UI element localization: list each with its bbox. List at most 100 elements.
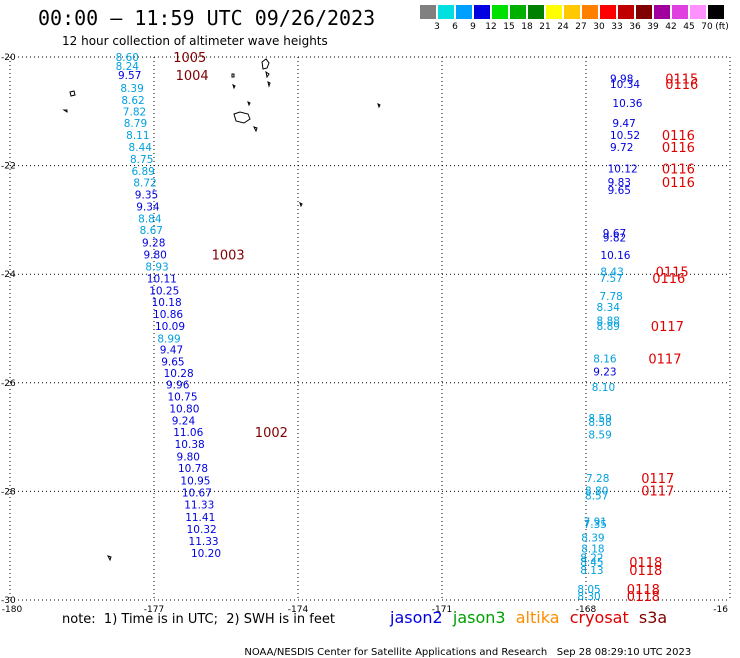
wave-height-label: 10.25 [149, 285, 179, 297]
wave-height-label: 9.67 [603, 228, 626, 240]
scale-label: 30 [593, 22, 605, 32]
lon-tick-label: -180 [2, 605, 23, 615]
time-label: 0116 [662, 129, 695, 144]
scale-label: 36 [629, 22, 641, 32]
scale-label: 9 [470, 22, 476, 32]
wave-height-label: 10.20 [191, 548, 221, 560]
wave-height-label: 8.67 [140, 225, 163, 237]
wave-height-label: 8.10 [592, 382, 615, 394]
wave-height-label: 10.52 [610, 130, 640, 142]
time-labels: 1005100410031002011501160116011601160116… [173, 51, 698, 605]
wave-height-label: 8.34 [597, 302, 621, 314]
scale-label: 70 [701, 22, 713, 32]
wave-height-label: 10.11 [147, 274, 177, 286]
scale-label: 6 [452, 22, 458, 32]
wave-height-label: 10.18 [152, 297, 182, 309]
wave-height-label: 7.28 [586, 473, 609, 485]
time-label: 1002 [255, 426, 288, 441]
lat-tick-label: -24 [1, 270, 16, 280]
wave-height-label: 9.35 [135, 189, 158, 201]
wave-height-label: 9.34 [136, 201, 160, 213]
satellite-s3a: s3a [638, 608, 668, 627]
wave-height-label: 8.39 [581, 533, 604, 545]
time-label: 0115 [665, 73, 698, 88]
wave-height-label: 9.28 [142, 238, 165, 250]
scale-swatch [582, 5, 598, 19]
wave-height-label: 8.88 [597, 315, 620, 327]
scale-label: 3 [434, 22, 440, 32]
scale-swatch [492, 5, 508, 19]
map-note: note: 1) Time is in UTC; 2) SWH is in fe… [62, 612, 335, 627]
wave-height-values: 8.608.249.578.398.627.828.798.118.448.75… [116, 52, 643, 603]
time-label: 0116 [662, 176, 695, 191]
scale-label: 18 [521, 22, 533, 32]
wave-height-label: 8.44 [129, 142, 153, 154]
wave-height-label: 8.45 [580, 557, 603, 569]
time-label: 0118 [629, 564, 662, 579]
wave-height-label: 11.33 [189, 536, 219, 548]
scale-swatch [456, 5, 472, 19]
wave-height-label: 7.78 [599, 291, 622, 303]
agency-credit: NOAA/NESDIS Center for Satellite Applica… [244, 647, 548, 658]
wave-height-label: 8.18 [581, 543, 604, 555]
wave-height-label: 8.13 [580, 565, 603, 577]
lon-tick-label: -174 [288, 605, 309, 615]
wave-height-label: 10.78 [178, 463, 208, 475]
scale-swatch [708, 5, 724, 19]
wave-height-label: 8.84 [138, 213, 162, 225]
lon-tick-label: -168 [576, 605, 597, 615]
wave-height-label: 11.33 [184, 499, 214, 511]
wave-height-label: 10.95 [180, 476, 210, 488]
wave-height-label: 8.57 [585, 491, 608, 503]
generated-timestamp: Sep 28 08:29:10 UTC 2023 [556, 647, 692, 658]
scale-swatch [672, 5, 688, 19]
wave-height-label: 9.96 [166, 379, 190, 391]
wave-height-label: 8.22 [580, 553, 603, 565]
wave-height-label: 9.80 [177, 452, 200, 464]
scale-unit: (ft) [715, 22, 729, 32]
scale-swatch [546, 5, 562, 19]
wave-height-label: 9.23 [593, 366, 616, 378]
wave-height-label: 6.89 [131, 166, 154, 178]
wave-height-label: 9.83 [608, 177, 631, 189]
wave-height-label: 10.09 [155, 321, 185, 333]
satellite-altika: altika [515, 608, 570, 627]
scale-label: 27 [575, 22, 587, 32]
map-subtitle: 12 hour collection of altimeter wave hei… [62, 34, 328, 48]
wave-height-color-scale: 3 6 9 12 15 18 21 24 27 30 33 36 39 42 45 70 (ft) [420, 5, 730, 35]
time-label: 0118 [629, 556, 662, 571]
satellite-legend: jason2 jason3 altika cryosat s3a [390, 608, 667, 627]
wave-height-label: 8.72 [133, 177, 156, 189]
wave-height-label: 8.75 [130, 154, 153, 166]
wave-height-label: 8.59 [588, 413, 611, 425]
lat-lon-grid: -180 -177 -174 -171 -168 -16 -20 -22 -24 -26 -28 -3… [1, 53, 731, 615]
wave-height-label: 10.75 [167, 391, 197, 403]
scale-label: 42 [665, 22, 677, 32]
wave-height-label: 8.79 [124, 118, 147, 130]
wave-height-label: 8.30 [577, 591, 600, 603]
wave-height-label: 10.32 [187, 524, 217, 536]
wave-height-label: 9.47 [160, 345, 183, 357]
wave-height-label: 9.80 [143, 250, 166, 262]
time-label: 0117 [641, 484, 674, 499]
wave-height-label: 8.11 [126, 130, 149, 142]
time-label: 0117 [651, 320, 684, 335]
time-label: 0116 [662, 141, 695, 156]
wave-height-label: 9.65 [161, 357, 184, 369]
wave-height-label: 10.28 [164, 368, 194, 380]
wave-height-label: 10.86 [153, 309, 183, 321]
scale-label: 24 [557, 22, 569, 32]
wave-height-label: 10.12 [608, 163, 638, 175]
time-label: 0117 [648, 352, 681, 367]
time-label: 0117 [641, 472, 674, 487]
scale-label: 21 [539, 22, 551, 32]
scale-swatch [438, 5, 454, 19]
wave-height-label: 8.16 [593, 353, 617, 365]
time-label: 0118 [627, 590, 660, 605]
wave-height-label: 8.58 [588, 417, 611, 429]
island-outlines [62, 58, 381, 562]
wave-height-label: 7.91 [584, 516, 607, 528]
wave-height-label: 8.99 [157, 333, 180, 345]
scale-swatch [420, 5, 436, 19]
